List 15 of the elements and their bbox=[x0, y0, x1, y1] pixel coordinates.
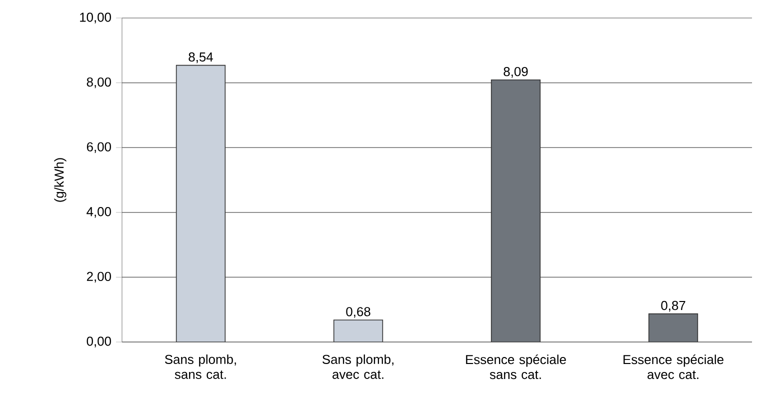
data-label: 0,87 bbox=[661, 300, 686, 312]
y-tick-label: 8,00 bbox=[86, 77, 112, 88]
x-tick-label: Sans plomb, avec cat. bbox=[322, 354, 394, 379]
y-tick-label: 2,00 bbox=[86, 272, 112, 283]
x-tick-label: Essence spéciale avec cat. bbox=[624, 354, 724, 380]
y-tick-label: 0,00 bbox=[86, 336, 112, 348]
data-label: 8,54 bbox=[188, 52, 213, 64]
x-tick-label: Essence spéciale sans cat. bbox=[466, 354, 566, 380]
y-axis-title: (g/kWh) bbox=[54, 158, 66, 202]
y-tick-label: 6,00 bbox=[86, 142, 112, 153]
data-label: 8,09 bbox=[504, 66, 528, 78]
y-tick-label: 4,00 bbox=[86, 207, 112, 218]
data-label: 0,68 bbox=[346, 307, 370, 318]
y-tick-label: 10,00 bbox=[80, 12, 111, 24]
x-tick-label: Sans plomb, sans cat. bbox=[164, 354, 236, 379]
